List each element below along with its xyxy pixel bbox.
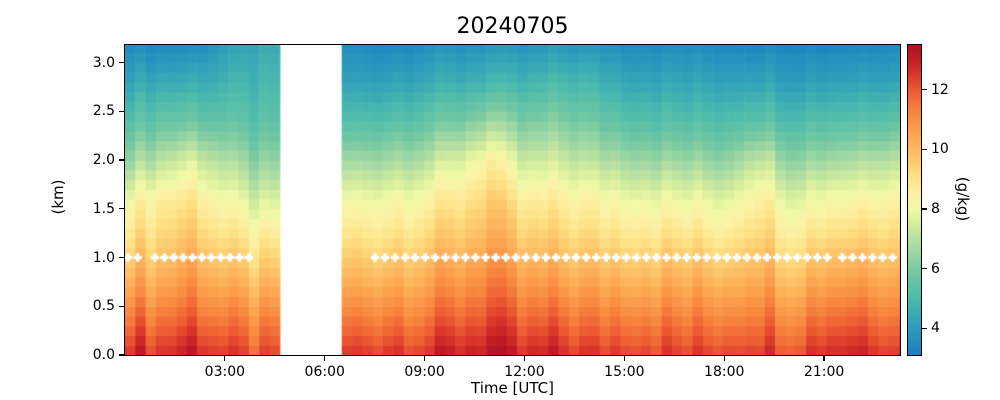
y-tick-label: 1.5 [92, 200, 115, 217]
colorbar-tick-mark [922, 148, 927, 150]
x-tick-mark [224, 356, 226, 361]
colorbar-tick-mark [922, 267, 927, 270]
x-tick-mark [623, 356, 625, 361]
colorbar-tick-label: 4 [931, 320, 940, 337]
colorbar-tick-mark [922, 89, 927, 91]
x-tick-mark [424, 356, 426, 361]
colorbar-tick-mark [922, 327, 927, 329]
y-tick-mark [119, 61, 124, 64]
x-axis-label: Time [UTC] [471, 379, 554, 397]
y-tick-label: 1.0 [92, 249, 115, 266]
x-tick-label: 09:00 [404, 364, 445, 380]
y-tick-label: 0.0 [92, 347, 115, 363]
x-tick-label: 15:00 [604, 364, 645, 380]
colorbar [907, 44, 922, 356]
x-tick-mark [723, 356, 725, 361]
x-tick-mark [523, 356, 526, 361]
y-tick-label: 0.5 [92, 298, 115, 315]
y-tick-label: 3.0 [92, 54, 115, 71]
y-tick-label: 2.5 [92, 103, 115, 120]
plot-area [124, 44, 901, 356]
chart-title: 20240705 [456, 14, 569, 39]
x-tick-label: 18:00 [704, 364, 745, 380]
colorbar-canvas [908, 45, 921, 355]
colorbar-tick-label: 8 [931, 200, 940, 217]
x-tick-label: 06:00 [304, 364, 345, 380]
y-tick-mark [119, 159, 124, 161]
colorbar-tick-label: 12 [931, 81, 949, 98]
x-tick-label: 12:00 [504, 364, 545, 380]
x-tick-label: 21:00 [803, 364, 845, 380]
heatmap-canvas [125, 45, 900, 355]
y-tick-mark [119, 354, 124, 356]
colorbar-label: (g/kg) [954, 176, 972, 222]
y-tick-label: 2.0 [92, 152, 115, 169]
colorbar-tick-label: 10 [931, 141, 949, 158]
colorbar-tick-mark [922, 208, 927, 210]
x-tick-mark [324, 356, 326, 361]
y-tick-mark [119, 256, 124, 259]
y-tick-mark [119, 110, 124, 112]
colorbar-tick-label: 6 [931, 260, 940, 277]
x-tick-mark [823, 356, 825, 361]
x-tick-label: 03:00 [204, 364, 246, 380]
y-axis-label: (km) [49, 179, 67, 215]
y-tick-mark [119, 305, 124, 307]
y-tick-mark [119, 208, 124, 210]
